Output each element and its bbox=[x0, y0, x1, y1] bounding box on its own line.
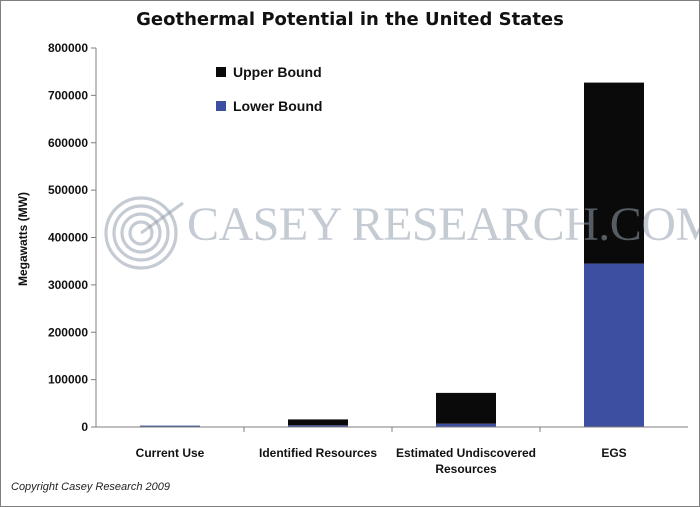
chart-title: Geothermal Potential in the United State… bbox=[136, 9, 564, 30]
bar-lower-1 bbox=[288, 425, 348, 427]
y-tick-label-6: 600000 bbox=[48, 136, 88, 150]
copyright-text: Copyright Casey Research 2009 bbox=[11, 481, 170, 493]
x-category-label-3: EGS bbox=[601, 446, 626, 460]
bar-upper-1 bbox=[288, 419, 348, 426]
y-tick-label-1: 100000 bbox=[48, 373, 88, 387]
x-category-label-0: Current Use bbox=[136, 446, 205, 460]
y-tick-label-0: 0 bbox=[81, 420, 88, 434]
y-tick-label-8: 800000 bbox=[48, 41, 88, 55]
bar-lower-0 bbox=[140, 425, 200, 427]
y-tick-label-5: 500000 bbox=[48, 183, 88, 197]
bar-lower-3 bbox=[584, 263, 644, 427]
y-tick-label-4: 400000 bbox=[48, 231, 88, 245]
legend-swatch-1 bbox=[216, 101, 226, 111]
bar-lower-2 bbox=[436, 423, 496, 427]
x-category-label-1: Identified Resources bbox=[259, 446, 377, 460]
legend-label-1: Lower Bound bbox=[233, 98, 322, 114]
legend-label-0: Upper Bound bbox=[233, 64, 322, 80]
y-tick-label-7: 700000 bbox=[48, 88, 88, 102]
x-category-label-2: Estimated Undiscovered Resources bbox=[396, 446, 536, 476]
y-tick-label-2: 200000 bbox=[48, 325, 88, 339]
bar-upper-3 bbox=[584, 82, 644, 264]
legend-swatch-0 bbox=[216, 67, 226, 77]
y-tick-label-3: 300000 bbox=[48, 278, 88, 292]
bar-upper-2 bbox=[436, 392, 496, 424]
